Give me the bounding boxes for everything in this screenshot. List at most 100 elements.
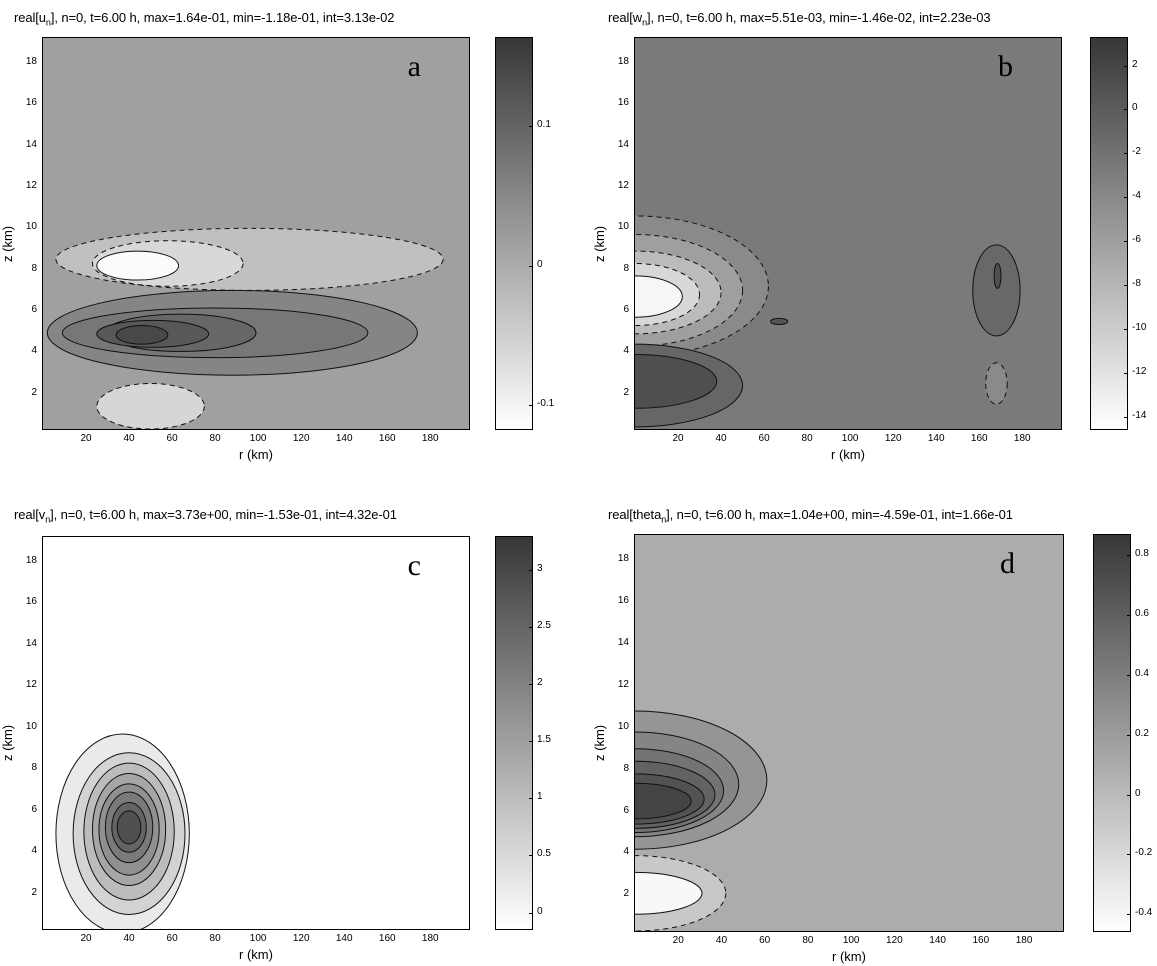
contour-negative bbox=[96, 382, 205, 429]
contour-negative bbox=[985, 362, 1008, 405]
colorbar-tick-label: 0 bbox=[1135, 787, 1141, 799]
y-tick-label: 4 bbox=[31, 345, 37, 357]
title-subscript: n bbox=[642, 17, 647, 28]
y-tick-label: 14 bbox=[617, 138, 629, 150]
y-tick-label: 18 bbox=[25, 554, 37, 566]
contour-plot bbox=[635, 710, 768, 931]
panel-letter: a bbox=[407, 50, 421, 83]
colorbar-tick-mark bbox=[529, 265, 533, 267]
x-tick-label: 100 bbox=[249, 433, 267, 444]
x-tick-label: 180 bbox=[421, 433, 439, 444]
colorbar-tick-mark bbox=[1127, 674, 1131, 676]
colorbar bbox=[1090, 37, 1128, 430]
contour-positive bbox=[116, 810, 142, 845]
colorbar-tick-label: -10 bbox=[1132, 322, 1147, 333]
contour-positive bbox=[96, 250, 180, 281]
y-tick-label: 8 bbox=[623, 762, 629, 774]
colorbar-tick-mark bbox=[1124, 241, 1128, 243]
colorbar-tick-mark bbox=[1127, 794, 1131, 796]
x-tick-label: 160 bbox=[972, 935, 990, 946]
y-tick-label: 2 bbox=[623, 888, 629, 900]
x-tick-label: 160 bbox=[378, 933, 396, 944]
colorbar-tick-label: 3 bbox=[537, 563, 543, 575]
x-axis-label: r (km) bbox=[832, 949, 866, 964]
contour-positive bbox=[635, 871, 703, 915]
y-tick-label: 14 bbox=[25, 138, 37, 150]
contour-positive bbox=[993, 262, 1002, 289]
colorbar-tick-mark bbox=[1124, 285, 1128, 287]
panel-letter: d bbox=[1000, 547, 1015, 580]
colorbar-tick-mark bbox=[529, 684, 533, 686]
contour-positive bbox=[635, 782, 692, 820]
colorbar-tick-mark bbox=[1124, 65, 1128, 67]
y-tick-label: 4 bbox=[623, 846, 629, 858]
colorbar bbox=[495, 37, 533, 430]
title-prefix: real[w bbox=[608, 10, 643, 25]
title-suffix: ], n=0, t=6.00 h, max=1.04e+00, min=-4.5… bbox=[666, 507, 1013, 522]
x-tick-label: 80 bbox=[209, 933, 221, 944]
colorbar-tick-label: 0 bbox=[537, 258, 543, 270]
x-tick-label: 60 bbox=[758, 433, 770, 444]
colorbar-tick-label: 0.6 bbox=[1135, 607, 1149, 619]
y-tick-label: 10 bbox=[617, 221, 629, 233]
x-tick-label: 40 bbox=[123, 933, 135, 944]
x-tick-label: 180 bbox=[1013, 433, 1031, 444]
colorbar-tick-mark bbox=[1127, 854, 1131, 856]
title-suffix: ], n=0, t=6.00 h, max=3.73e+00, min=-1.5… bbox=[50, 507, 397, 522]
y-tick-label: 14 bbox=[25, 637, 37, 649]
colorbar-tick-label: 0 bbox=[537, 905, 543, 917]
title-subscript: n bbox=[661, 514, 667, 525]
colorbar-tick-mark bbox=[529, 627, 533, 629]
colorbar-tick-label: 1.5 bbox=[537, 734, 551, 746]
x-axis-label: r (km) bbox=[831, 447, 865, 462]
x-tick-label: 40 bbox=[123, 433, 135, 444]
colorbar-tick-label: -2 bbox=[1132, 146, 1141, 158]
title-suffix: ], n=0, t=6.00 h, max=5.51e-03, min=-1.4… bbox=[646, 10, 991, 25]
colorbar-tick-mark bbox=[1124, 372, 1128, 374]
y-axis-label: z (km) bbox=[0, 724, 15, 761]
colorbar-tick-mark bbox=[1127, 614, 1131, 616]
y-tick-label: 12 bbox=[617, 179, 629, 191]
colorbar-tick-mark bbox=[1127, 914, 1131, 916]
y-tick-label: 10 bbox=[617, 720, 629, 732]
y-tick-label: 12 bbox=[25, 679, 37, 691]
contour-plot bbox=[46, 227, 444, 429]
y-tick-label: 6 bbox=[31, 803, 37, 815]
x-tick-label: 20 bbox=[80, 933, 92, 944]
plot-area: d bbox=[634, 534, 1064, 932]
panel-title: real[wn], n=0, t=6.00 h, max=5.51e-03, m… bbox=[608, 10, 991, 28]
y-axis-label: z (km) bbox=[592, 724, 607, 761]
colorbar-tick-mark bbox=[529, 741, 533, 743]
colorbar-tick-mark bbox=[529, 404, 533, 406]
x-tick-label: 60 bbox=[759, 935, 771, 946]
panel-title: real[un], n=0, t=6.00 h, max=1.64e-01, m… bbox=[14, 10, 394, 28]
x-tick-label: 160 bbox=[970, 433, 988, 444]
x-axis-label: r (km) bbox=[239, 947, 273, 962]
x-tick-label: 100 bbox=[841, 433, 859, 444]
contour-positive bbox=[635, 354, 718, 409]
colorbar-tick-label: -12 bbox=[1132, 365, 1147, 377]
colorbar-tick-mark bbox=[529, 798, 533, 800]
colorbar-tick-mark bbox=[1124, 416, 1128, 418]
colorbar-tick-label: -0.1 bbox=[537, 397, 555, 409]
x-axis-label: r (km) bbox=[239, 447, 273, 462]
colorbar bbox=[495, 536, 533, 930]
colorbar-tick-label: 0.5 bbox=[537, 848, 551, 860]
x-tick-label: 120 bbox=[292, 433, 310, 444]
x-tick-label: 140 bbox=[927, 433, 945, 444]
title-subscript: n bbox=[45, 17, 51, 28]
colorbar-tick-mark bbox=[1124, 109, 1128, 111]
y-tick-label: 6 bbox=[623, 804, 629, 816]
y-tick-label: 16 bbox=[617, 595, 629, 607]
title-prefix: real[theta bbox=[608, 507, 662, 522]
y-tick-label: 16 bbox=[25, 596, 37, 608]
x-tick-label: 160 bbox=[378, 433, 396, 444]
colorbar-tick-label: 0.4 bbox=[1135, 667, 1149, 679]
colorbar-tick-mark bbox=[529, 855, 533, 857]
x-tick-label: 120 bbox=[884, 433, 902, 444]
colorbar-tick-label: -0.4 bbox=[1135, 907, 1153, 919]
x-tick-label: 100 bbox=[249, 933, 267, 944]
x-tick-label: 60 bbox=[166, 933, 178, 944]
x-tick-label: 80 bbox=[801, 433, 813, 444]
x-tick-label: 80 bbox=[209, 433, 221, 444]
